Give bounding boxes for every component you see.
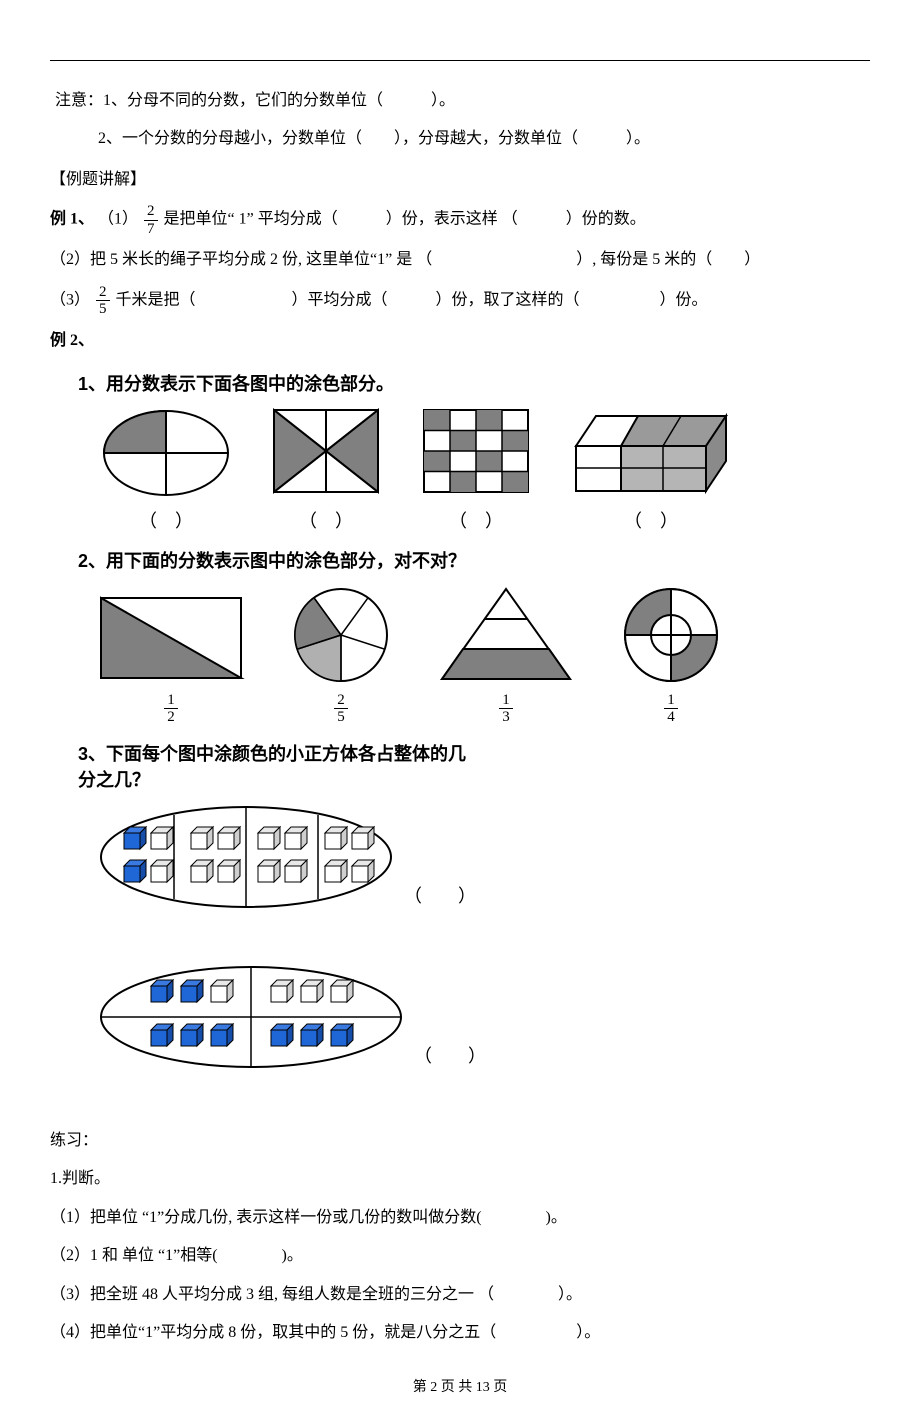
q1-title: 1、用分数表示下面各图中的涂色部分。 [78,370,870,396]
q2-cap-3: 13 [436,692,576,726]
frac-num: 2 [96,284,110,302]
ex1-part2: （2）把 5 米长的绳子平均分成 2 份, 这里单位“1” 是 （ ）, 每份是… [50,245,870,275]
frac-num: 2 [144,203,158,221]
q1-block: 1、用分数表示下面各图中的涂色部分。 （ ） [78,370,870,533]
top-rule [50,60,870,61]
frac-den: 7 [144,221,158,238]
q2-fig-rect: 12 [96,593,246,726]
page: 注意：1、分母不同的分数，它们的分数单位（ ）。 2、一个分数的分母越小，分数单… [0,0,920,1426]
note-2: 2、一个分数的分母越小，分数单位（ ），分母越大，分数单位（ ）。 [50,124,870,154]
practice-item-1: （1）把单位 “1”分成几份, 表示这样一份或几份的数叫做分数( )。 [50,1203,870,1233]
q2-fig-circle5: 25 [286,583,396,726]
ex2-label: 例 2、 [50,326,870,356]
q2-figures: 12 25 [96,583,870,726]
spacer [50,1078,870,1118]
q2-fig-triangle: 13 [436,583,576,726]
q2-fig-ring: 14 [616,583,726,726]
q1-fig-square-tri: （ ） [266,406,386,533]
fraction-2-7: 2 7 [144,203,158,237]
q2-cap-1: 12 [96,692,246,726]
q3-fig-left: （ ） [96,802,476,912]
frac-den: 5 [96,301,110,318]
q3-title-l1: 3、下面每个图中涂颜色的小正方体各占整体的几 [78,740,870,766]
q1-cap-1: （ ） [96,507,236,533]
q1-fig-ellipse: （ ） [96,406,236,533]
q1-fig-cuboid: （ ） [566,406,736,533]
q1-fig-checker: （ ） [416,406,536,533]
q2-block: 2、用下面的分数表示图中的涂色部分，对不对？ 12 [78,547,870,726]
ex1-part3: （3） 2 5 千米是把（ ）平均分成（ ）份，取了这样的（ ）份。 [50,284,870,318]
ex1-label: 例 1、 [50,211,94,228]
practice-header: 练习： [50,1126,870,1156]
ex1-p1-prefix: （1） [98,211,138,228]
q3-title-l2: 分之几？ [78,766,870,792]
q2-cap-4: 14 [616,692,726,726]
page-footer: 第 2 页 共 13 页 [50,1376,870,1396]
practice-item-4: （4）把单位“1”平均分成 8 份，取其中的 5 份，就是八分之五（ ）。 [50,1318,870,1348]
practice-item-3: （3）把全班 48 人平均分成 3 组, 每组人数是全班的三分之一 （ ）。 [50,1280,870,1310]
q3-figures: （ ） [96,802,870,1072]
ex1-p3-after: 千米是把（ ）平均分成（ ）份，取了这样的（ ）份。 [116,291,708,308]
q1-cap-4: （ ） [566,507,736,533]
q3-cap-2: （ ） [414,1042,486,1068]
note-1: 注意：1、分母不同的分数，它们的分数单位（ ）。 [50,86,870,116]
q3-cap-1: （ ） [404,882,476,908]
examples-header: 【例题讲解】 [50,165,870,195]
q1-cap-3: （ ） [416,507,536,533]
q1-figures: （ ） （ ） [96,406,870,533]
q2-title: 2、用下面的分数表示图中的涂色部分，对不对？ [78,547,870,573]
practice-sub: 1.判断。 [50,1164,870,1194]
q1-cap-2: （ ） [266,507,386,533]
fraction-2-5: 2 5 [96,284,110,318]
ex1-part1: 例 1、 （1） 2 7 是把单位“ 1” 平均分成（ ）份，表示这样 （ ）份… [50,203,870,237]
ex1-p1-after: 是把单位“ 1” 平均分成（ ）份，表示这样 （ ）份的数。 [164,211,646,228]
q3-block: 3、下面每个图中涂颜色的小正方体各占整体的几 分之几？ [78,740,870,1072]
q2-cap-2: 25 [286,692,396,726]
practice-item-2: （2）1 和 单位 “1”相等( )。 [50,1241,870,1271]
q3-fig-right: （ ） [96,962,486,1072]
ex1-p3-prefix: （3） [50,291,90,308]
